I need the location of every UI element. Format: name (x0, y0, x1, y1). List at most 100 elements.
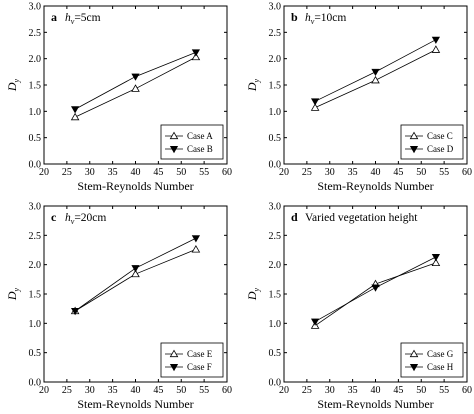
legend-label-1: Case F (187, 362, 212, 372)
y-axis-title: Dy (245, 78, 261, 92)
y-axis-symbol: D (5, 291, 19, 301)
x-tick-label: 35 (108, 385, 118, 396)
panel-c: 20 25 30 35 40 45 50 55 600.00.51.01.52.02.53.0S… (5, 202, 232, 410)
series-line-0 (75, 249, 196, 311)
panel-letter: a (51, 10, 57, 24)
x-tick-label: 55 (439, 167, 449, 178)
x-tick-label: 30 (325, 385, 335, 396)
condition-value: =10cm (314, 12, 346, 24)
y-tick-label: 0.0 (29, 160, 42, 171)
data-point-1-1 (132, 74, 139, 80)
x-tick-label: 50 (176, 167, 186, 178)
y-axis-symbol: D (245, 82, 259, 92)
panel-condition: hv=10cm (305, 12, 346, 26)
x-tick-label: 40 (371, 167, 381, 178)
y-tick-label: 2.0 (29, 54, 42, 65)
y-tick-label: 2.5 (29, 28, 42, 39)
y-tick-label: 2.5 (269, 28, 282, 39)
legend-label-0: Case E (187, 349, 213, 359)
y-tick-label: 1.5 (269, 290, 282, 301)
x-tick-label: 55 (199, 385, 209, 396)
y-tick-label: 1.5 (269, 81, 282, 92)
data-point-1-1 (372, 69, 379, 75)
x-tick-label: 55 (199, 167, 209, 178)
data-point-1-2 (432, 254, 439, 260)
data-point-0-0 (72, 114, 79, 120)
condition-value: Varied vegetation height (305, 212, 418, 224)
x-tick-label: 60 (222, 167, 232, 178)
y-tick-label: 0.0 (29, 378, 42, 389)
condition-value: =5cm (74, 12, 100, 24)
x-tick-label: 45 (393, 385, 403, 396)
y-tick-label: 3.0 (29, 2, 42, 13)
x-tick-label: 50 (416, 385, 426, 396)
data-point-0-1 (132, 85, 139, 91)
x-tick-label: 25 (302, 167, 312, 178)
x-tick-label: 30 (85, 385, 95, 396)
panel-letter: d (291, 210, 298, 224)
y-axis-title: Dy (5, 78, 21, 92)
y-tick-label: 2.0 (29, 260, 42, 271)
x-tick-label: 50 (416, 167, 426, 178)
x-axis-title: Stem-Reynolds Number (317, 397, 433, 409)
panel-b: 20 25 30 35 40 45 50 55 60 0.0 0.5 1.0 1.5 2.0 2.5 3.0 S… (245, 2, 472, 194)
legend-label-1: Case H (427, 362, 454, 372)
x-tick-label: 50 (176, 385, 186, 396)
data-point-0-2 (192, 246, 199, 252)
panel-d: 20 25 30 35 40 45 50 55 600.00.51.01.52.02.53.0S… (245, 202, 472, 410)
panel-a: 20 25 30 35 40 45 50 55 60 0.0 0.5 1.0 1.5 2.0 2.5 3.0 S… (5, 2, 232, 194)
data-point-1-0 (72, 107, 79, 113)
panel-letter: b (291, 10, 298, 24)
panel-condition: Varied vegetation height (305, 212, 418, 224)
y-tick-label: 1.5 (29, 81, 42, 92)
y-tick-label: 0.5 (269, 133, 282, 144)
x-tick-label: 60 (222, 385, 232, 396)
y-axis-subscript: y (12, 78, 21, 83)
data-point-1-1 (372, 285, 379, 291)
y-tick-label: 0.0 (269, 378, 282, 389)
x-tick-label: 40 (131, 167, 141, 178)
x-tick-label: 35 (348, 167, 358, 178)
x-axis-title: Stem-Reynolds Number (77, 179, 193, 193)
y-axis-subscript: y (252, 78, 261, 83)
x-tick-label: 25 (62, 167, 72, 178)
y-tick-label: 3.0 (29, 202, 42, 213)
series-line-1 (75, 52, 196, 109)
x-tick-label: 40 (131, 385, 141, 396)
x-tick-label: 35 (108, 167, 118, 178)
data-point-1-2 (192, 236, 199, 242)
x-tick-label: 45 (153, 167, 163, 178)
y-axis-symbol: D (5, 82, 19, 92)
y-tick-label: 2.0 (269, 54, 282, 65)
y-tick-label: 2.0 (269, 260, 282, 271)
y-tick-label: 0.5 (29, 348, 42, 359)
x-tick-label: 55 (439, 385, 449, 396)
panel-condition: hv=5cm (65, 12, 101, 26)
y-tick-label: 3.0 (269, 2, 282, 13)
x-tick-label: 40 (371, 385, 381, 396)
y-tick-label: 0.5 (269, 348, 282, 359)
y-axis-title: Dy (245, 287, 261, 301)
y-tick-label: 0.0 (269, 160, 282, 171)
y-tick-label: 1.0 (29, 319, 42, 330)
x-tick-label: 35 (348, 385, 358, 396)
y-tick-label: 1.0 (269, 319, 282, 330)
y-axis-symbol: D (245, 291, 259, 301)
x-axis-title: Stem-Reynolds Number (77, 397, 193, 409)
y-axis-title: Dy (5, 287, 21, 301)
y-tick-label: 0.5 (29, 133, 42, 144)
y-axis-subscript: y (252, 287, 261, 292)
x-tick-label: 25 (62, 385, 72, 396)
panel-condition: hv=20cm (65, 212, 106, 226)
x-tick-label: 45 (153, 385, 163, 396)
x-tick-label: 25 (302, 385, 312, 396)
y-axis-subscript: y (12, 287, 21, 292)
y-tick-label: 2.5 (269, 231, 282, 242)
data-point-1-0 (312, 99, 319, 105)
series-line-0 (315, 263, 436, 326)
data-point-1-2 (432, 37, 439, 43)
condition-value: =20cm (74, 212, 106, 224)
y-tick-label: 3.0 (269, 202, 282, 213)
x-tick-label: 30 (325, 167, 335, 178)
